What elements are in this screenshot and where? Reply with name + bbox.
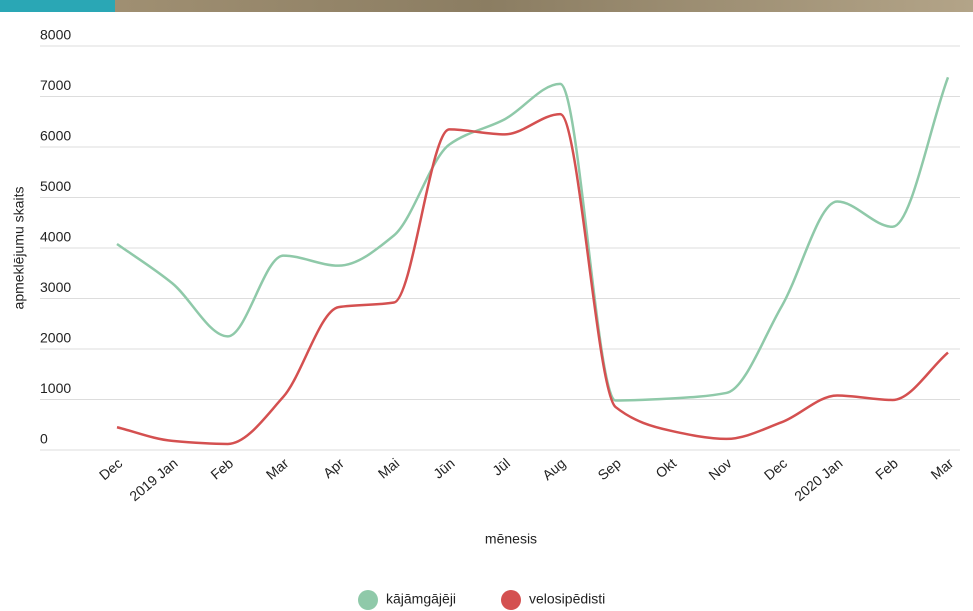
y-axis-title: apmeklējumu skaits [11,187,27,310]
x-tick-label: Mar [263,455,292,483]
x-tick-label: Dec [96,455,125,483]
x-tick-label: Apr [320,455,347,481]
y-tick-label: 3000 [40,279,71,295]
x-tick-label: Mai [375,455,403,482]
x-tick-label: Feb [872,455,901,483]
header-accent [0,0,115,12]
x-tick-label: 2019 Jan [126,455,180,504]
x-tick-label: Feb [207,455,236,483]
y-tick-label: 1000 [40,380,71,396]
y-tick-label: 7000 [40,77,71,93]
legend-swatch [358,590,378,610]
legend-label: kājāmgājēji [386,591,456,607]
legend-swatch [501,590,521,610]
x-tick-label: 2020 Jan [791,455,845,504]
x-tick-label: Sep [595,455,625,483]
header-photo [0,0,973,12]
data-line [116,112,949,446]
y-tick-label: 8000 [40,27,71,43]
y-tick-label: 0 [40,431,48,447]
y-tick-label: 4000 [40,229,71,245]
x-tick-label: Mar [928,455,957,483]
y-tick-label: 6000 [40,128,71,144]
y-tick-label: 5000 [40,178,71,194]
x-tick-label: Jūl [489,455,513,479]
x-tick-label: Jūn [430,455,458,482]
data-line [116,76,950,402]
y-tick-label: 2000 [40,330,71,346]
legend-label: velosipēdisti [529,591,605,607]
x-tick-label: Dec [761,455,790,483]
x-axis-title: mēnesis [485,531,537,547]
x-tick-label: Nov [705,455,734,483]
x-tick-label: Aug [539,455,568,483]
x-tick-label: Okt [652,455,679,481]
